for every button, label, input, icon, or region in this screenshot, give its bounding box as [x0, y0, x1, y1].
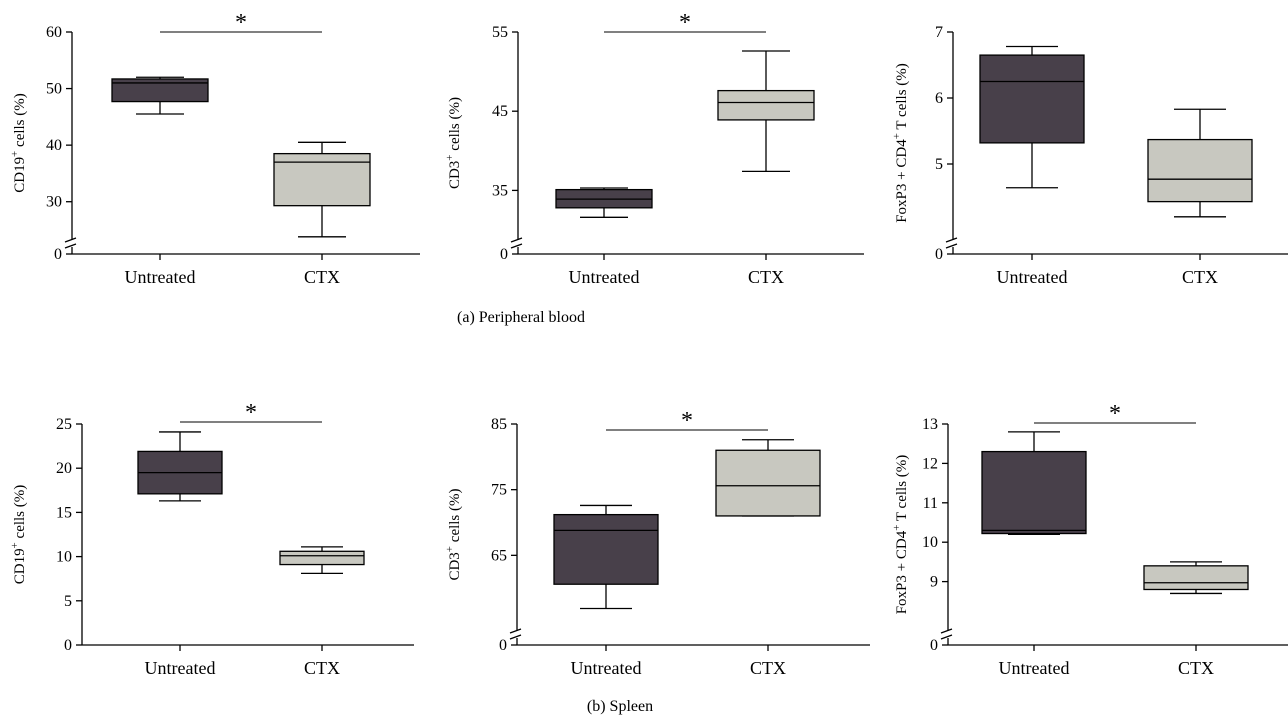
significance-marker: * — [245, 400, 257, 426]
y-tick-label: 25 — [56, 416, 72, 433]
y-tick-label: 12 — [922, 455, 938, 472]
y-axis-label: CD19+ cells (%) — [9, 485, 28, 585]
box-iqr — [979, 54, 1085, 144]
box-ctx — [1143, 561, 1249, 595]
y-axis-label: CD3+ cells (%) — [444, 97, 463, 189]
x-category-label: Untreated — [145, 658, 216, 678]
y-tick-label: 40 — [46, 137, 62, 154]
x-category-label: Untreated — [125, 267, 196, 287]
figure-caption: (a) Peripheral blood — [457, 309, 585, 326]
chart-panel-4: 0 5 10 15 20 25 Untreated CTX CD19+ cells (%) * — [9, 400, 414, 678]
x-category-label: CTX — [1178, 658, 1214, 678]
axis-break-mark — [64, 237, 77, 243]
y-tick-label: 7 — [935, 24, 943, 41]
axis-break-mark — [945, 243, 958, 249]
y-tick-label: 9 — [930, 574, 938, 591]
y-axis-label: FoxP3 + CD4+ T cells (%) — [891, 63, 910, 223]
box-untreated — [111, 76, 209, 115]
y-axis-label: FoxP3 + CD4+ T cells (%) — [891, 455, 910, 615]
y-tick-label: 11 — [923, 495, 938, 512]
y-tick-label: 65 — [491, 547, 507, 564]
y-tick-label: 55 — [492, 24, 508, 41]
box-iqr — [717, 89, 815, 121]
axis-break-mark — [64, 243, 77, 249]
chart-panel-6: 0 9 10 11 12 13 Untreated CTX FoxP3 + CD4+ T cel… — [891, 401, 1288, 678]
y-tick-label: 13 — [922, 416, 938, 433]
y-tick-label: 10 — [922, 534, 938, 551]
chart-panel-1: 0 30 40 50 60 Untreated CTX CD19+ cells (%) * — [9, 10, 420, 287]
significance-marker: * — [1109, 401, 1121, 427]
axis-break-mark — [945, 237, 958, 243]
box-iqr — [715, 449, 821, 517]
y-tick-label: 45 — [492, 103, 508, 120]
chart-panel-2: 0 35 45 55 Untreated CTX CD3+ cells (%) * — [444, 10, 864, 287]
box-iqr — [1143, 565, 1249, 591]
x-category-label: CTX — [748, 267, 784, 287]
box-untreated — [555, 187, 653, 218]
y-tick-label: 0 — [935, 246, 943, 263]
figure-caption: (b) Spleen — [587, 698, 653, 715]
box-iqr — [279, 550, 365, 566]
box-ctx — [279, 546, 365, 575]
box-untreated — [981, 431, 1087, 535]
x-category-label: Untreated — [997, 267, 1068, 287]
box-iqr — [1147, 138, 1253, 203]
axis-break-mark — [940, 628, 953, 634]
y-tick-label: 60 — [46, 24, 62, 41]
axis-break-mark — [509, 634, 522, 640]
box-iqr — [981, 450, 1087, 535]
chart-panel-5: 0 65 75 85 Untreated CTX CD3+ cells (%) * — [444, 408, 870, 678]
y-tick-label: 5 — [935, 156, 943, 173]
y-tick-label: 20 — [56, 460, 72, 477]
box-untreated — [979, 45, 1085, 189]
y-tick-label: 0 — [930, 637, 938, 654]
box-ctx — [273, 141, 371, 238]
y-tick-label: 85 — [491, 416, 507, 433]
box-iqr — [553, 513, 659, 585]
box-iqr — [111, 78, 209, 103]
y-tick-label: 10 — [56, 549, 72, 566]
x-category-label: CTX — [750, 658, 786, 678]
y-tick-label: 0 — [54, 246, 62, 263]
box-untreated — [553, 504, 659, 610]
y-tick-label: 0 — [499, 637, 507, 654]
y-tick-label: 75 — [491, 482, 507, 499]
y-tick-label: 35 — [492, 182, 508, 199]
significance-marker: * — [679, 10, 691, 36]
x-category-label: Untreated — [999, 658, 1070, 678]
y-tick-label: 50 — [46, 81, 62, 98]
y-axis-label: CD19+ cells (%) — [9, 93, 28, 193]
x-category-label: CTX — [1182, 267, 1218, 287]
y-tick-label: 6 — [935, 90, 943, 107]
axis-break-mark — [510, 237, 523, 243]
y-tick-label: 0 — [64, 637, 72, 654]
y-tick-label: 30 — [46, 194, 62, 211]
significance-marker: * — [681, 408, 693, 434]
y-axis-label: CD3+ cells (%) — [444, 488, 463, 580]
axis-break-mark — [509, 628, 522, 634]
box-ctx — [1147, 108, 1253, 218]
x-category-label: Untreated — [569, 267, 640, 287]
axis-break-mark — [510, 243, 523, 249]
x-category-label: Untreated — [571, 658, 642, 678]
significance-marker: * — [235, 10, 247, 36]
y-tick-label: 0 — [500, 246, 508, 263]
box-ctx — [715, 439, 821, 517]
box-ctx — [717, 50, 815, 173]
box-iqr — [273, 152, 371, 207]
chart-panel-3: 0 5 6 7 Untreated CTX FoxP3 + CD4+ T cells (%) — [891, 24, 1288, 287]
axis-break-mark — [940, 634, 953, 640]
x-category-label: CTX — [304, 658, 340, 678]
y-tick-label: 5 — [64, 593, 72, 610]
box-untreated — [137, 431, 223, 502]
y-tick-label: 15 — [56, 504, 72, 521]
x-category-label: CTX — [304, 267, 340, 287]
